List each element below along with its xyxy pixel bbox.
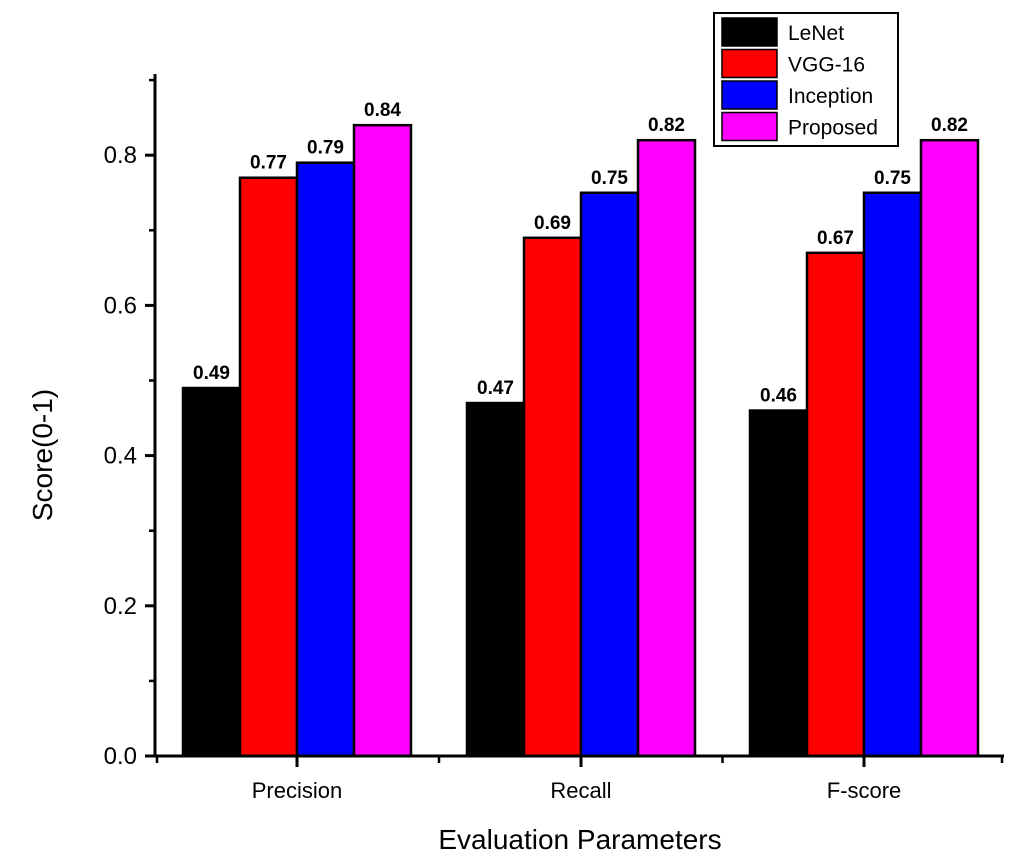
data-label: 0.75 (591, 168, 628, 189)
legend-swatch (721, 111, 778, 142)
bars-layer (181, 123, 980, 758)
legend-label: VGG-16 (788, 54, 865, 77)
legend-swatch (721, 48, 778, 79)
y-tick-label: 0.0 (104, 743, 137, 770)
bar-inception-precision (295, 161, 356, 758)
bar-vgg-16-precision (238, 176, 299, 758)
data-label: 0.47 (477, 378, 514, 399)
data-label: 0.75 (874, 168, 911, 189)
bar-proposed-f-score (919, 138, 980, 758)
axes-layer: 0.0 0.2 0.4 0.6 0.8 Precision Recall F-score (104, 74, 1004, 803)
legend-swatch (721, 17, 778, 47)
data-label: 0.82 (648, 115, 685, 136)
bar-proposed-recall (636, 138, 697, 758)
legend: LeNet VGG-16 Inception Proposed (713, 12, 899, 147)
y-tick-label: 0.6 (104, 292, 137, 319)
bar-vgg-16-f-score (805, 251, 866, 758)
data-label: 0.69 (534, 213, 571, 234)
y-tick-label: 0.8 (104, 142, 137, 169)
bar-proposed-precision (352, 123, 413, 758)
bar-vgg-16-recall (522, 236, 583, 758)
legend-label: Inception (788, 85, 873, 108)
data-label: 0.46 (760, 386, 797, 407)
y-tick-label: 0.2 (104, 593, 137, 620)
data-label: 0.77 (250, 153, 287, 174)
data-labels-layer: 0.49 0.77 0.79 0.84 0.47 0.69 0.75 0.82 0.46 0.67… (193, 100, 968, 406)
bar-lenet-recall (465, 401, 526, 758)
data-label: 0.67 (817, 228, 854, 249)
legend-swatch (721, 80, 778, 110)
legend-label: LeNet (788, 22, 844, 45)
y-axis-title: Score(0-1) (27, 389, 58, 521)
bar-inception-recall (579, 191, 640, 758)
legend-label: Proposed (788, 117, 878, 140)
data-label: 0.84 (364, 100, 401, 121)
bar-inception-f-score (862, 191, 923, 758)
x-tick-label: Precision (252, 778, 342, 803)
y-tick-label: 0.4 (104, 443, 137, 470)
bar-lenet-precision (181, 386, 242, 758)
data-label: 0.82 (931, 115, 968, 136)
x-tick-label: F-score (827, 778, 902, 803)
data-label: 0.79 (307, 138, 344, 159)
x-axis-title: Evaluation Parameters (438, 824, 721, 854)
data-label: 0.49 (193, 363, 230, 384)
x-tick-label: Recall (550, 778, 611, 803)
bar-lenet-f-score (748, 409, 809, 758)
